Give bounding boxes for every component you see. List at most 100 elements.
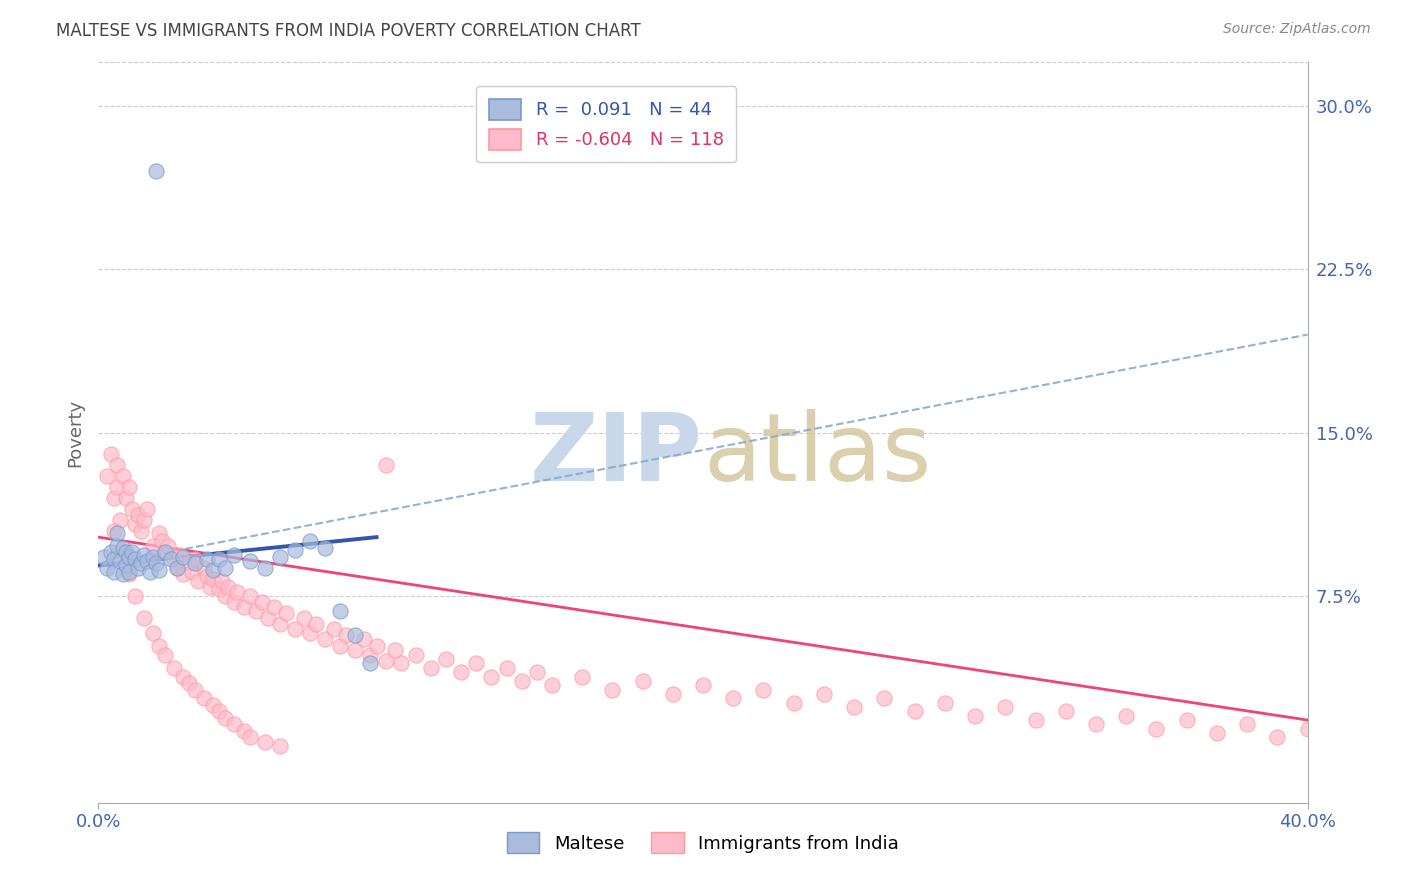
- Point: [129, 524, 152, 538]
- Point: [187, 574, 209, 588]
- Point: [329, 604, 352, 618]
- Point: [1267, 731, 1289, 745]
- Point: [156, 539, 179, 553]
- Point: [195, 552, 218, 566]
- Point: [153, 648, 176, 662]
- Point: [510, 673, 533, 688]
- Point: [184, 552, 207, 566]
- Point: [360, 648, 382, 662]
- Point: [263, 599, 285, 614]
- Point: [353, 632, 375, 647]
- Point: [114, 558, 136, 573]
- Point: [661, 687, 683, 701]
- Point: [121, 501, 143, 516]
- Point: [299, 626, 322, 640]
- Point: [202, 698, 225, 712]
- Point: [540, 678, 562, 692]
- Point: [93, 549, 115, 564]
- Point: [111, 545, 134, 559]
- Point: [602, 682, 624, 697]
- Point: [226, 584, 249, 599]
- Point: [904, 704, 927, 718]
- Point: [184, 682, 207, 697]
- Point: [114, 545, 136, 559]
- Point: [172, 669, 194, 683]
- Point: [335, 628, 357, 642]
- Legend: Maltese, Immigrants from India: Maltese, Immigrants from India: [499, 825, 907, 861]
- Point: [169, 548, 191, 562]
- Point: [132, 548, 155, 562]
- Point: [1296, 722, 1319, 736]
- Point: [142, 626, 165, 640]
- Point: [150, 534, 173, 549]
- Point: [329, 639, 352, 653]
- Point: [132, 611, 155, 625]
- Point: [153, 545, 176, 559]
- Point: [224, 717, 246, 731]
- Point: [420, 661, 443, 675]
- Y-axis label: Poverty: Poverty: [66, 399, 84, 467]
- Point: [450, 665, 472, 680]
- Point: [211, 574, 233, 588]
- Point: [124, 552, 146, 566]
- Point: [100, 447, 122, 461]
- Point: [145, 164, 167, 178]
- Point: [274, 607, 297, 621]
- Point: [163, 552, 186, 566]
- Point: [124, 589, 146, 603]
- Point: [465, 657, 488, 671]
- Point: [1236, 717, 1258, 731]
- Point: [127, 508, 149, 523]
- Point: [166, 560, 188, 574]
- Point: [96, 560, 118, 574]
- Point: [148, 525, 170, 540]
- Point: [1085, 717, 1108, 731]
- Point: [374, 458, 396, 473]
- Point: [105, 480, 128, 494]
- Point: [153, 545, 176, 559]
- Point: [124, 517, 146, 532]
- Point: [526, 665, 548, 680]
- Point: [172, 567, 194, 582]
- Point: [245, 604, 267, 618]
- Point: [118, 567, 141, 582]
- Point: [314, 541, 336, 555]
- Point: [105, 525, 128, 540]
- Point: [239, 589, 262, 603]
- Point: [96, 469, 118, 483]
- Point: [224, 548, 246, 562]
- Point: [374, 654, 396, 668]
- Point: [631, 673, 654, 688]
- Point: [284, 543, 307, 558]
- Point: [118, 480, 141, 494]
- Point: [135, 501, 157, 516]
- Point: [129, 556, 152, 570]
- Point: [148, 563, 170, 577]
- Point: [232, 723, 254, 738]
- Point: [181, 565, 204, 579]
- Point: [571, 669, 593, 683]
- Point: [111, 567, 134, 582]
- Point: [121, 545, 143, 559]
- Text: MALTESE VS IMMIGRANTS FROM INDIA POVERTY CORRELATION CHART: MALTESE VS IMMIGRANTS FROM INDIA POVERTY…: [56, 22, 641, 40]
- Point: [103, 552, 125, 566]
- Point: [813, 687, 835, 701]
- Point: [284, 622, 307, 636]
- Point: [111, 541, 134, 555]
- Point: [166, 560, 188, 574]
- Point: [360, 657, 382, 671]
- Point: [965, 708, 987, 723]
- Point: [1175, 713, 1198, 727]
- Point: [1024, 713, 1046, 727]
- Point: [384, 643, 406, 657]
- Point: [269, 549, 291, 564]
- Point: [495, 661, 517, 675]
- Point: [135, 554, 157, 568]
- Text: atlas: atlas: [703, 409, 931, 500]
- Point: [250, 595, 273, 609]
- Point: [193, 560, 215, 574]
- Point: [184, 556, 207, 570]
- Point: [314, 632, 336, 647]
- Point: [232, 599, 254, 614]
- Point: [692, 678, 714, 692]
